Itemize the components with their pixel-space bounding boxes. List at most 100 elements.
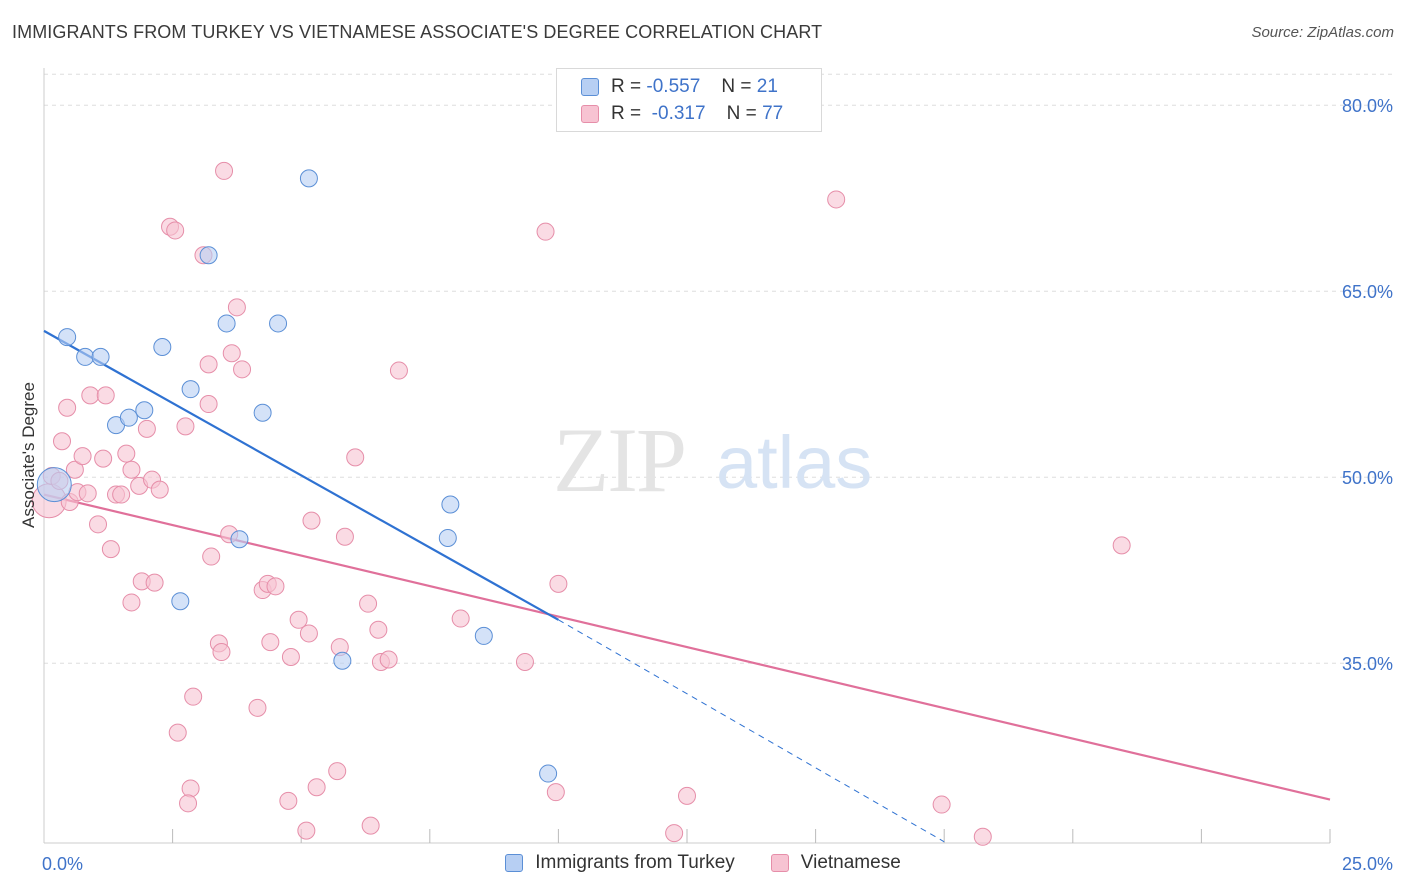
point-vietnamese: [89, 515, 108, 534]
data-points: [31, 161, 1131, 846]
series-swatch-pink: [770, 854, 789, 872]
trendline-vietnamese: [43, 493, 1331, 801]
series-legend-label: Immigrants from Turkey: [535, 852, 735, 873]
point-vietnamese: [379, 650, 398, 669]
watermark-atlas: atlas: [716, 421, 872, 504]
point-vietnamese: [335, 527, 354, 546]
point-vietnamese: [96, 386, 115, 405]
point-turkey: [58, 328, 77, 347]
legend-n-label: N =: [726, 103, 757, 124]
point-turkey: [181, 380, 200, 399]
point-turkey: [474, 626, 493, 645]
point-vietnamese: [279, 791, 298, 810]
point-vietnamese: [122, 593, 141, 612]
point-vietnamese: [297, 821, 316, 840]
x-tick-label-max: 25.0%: [1342, 854, 1393, 874]
point-turkey: [230, 530, 249, 549]
point-vietnamese: [117, 444, 136, 463]
point-vietnamese: [1112, 536, 1131, 555]
point-vietnamese: [122, 460, 141, 479]
point-vietnamese: [202, 547, 221, 566]
y-axis-title: Associate's Degree: [19, 382, 38, 528]
legend-row-turkey: R = -0.557 N = 21: [581, 75, 778, 99]
point-turkey: [253, 403, 272, 422]
point-vietnamese: [827, 190, 846, 209]
point-turkey: [539, 764, 558, 783]
point-vietnamese: [369, 620, 388, 639]
point-vietnamese: [81, 386, 100, 405]
point-vietnamese: [328, 762, 347, 781]
point-vietnamese: [973, 827, 992, 846]
trendlines: [43, 329, 1331, 843]
point-vietnamese: [359, 594, 378, 613]
legend-swatch-blue: [581, 78, 599, 96]
point-vietnamese: [150, 480, 169, 499]
point-vietnamese: [101, 540, 120, 559]
point-vietnamese: [307, 778, 326, 797]
point-vietnamese: [546, 783, 565, 802]
point-turkey: [153, 338, 172, 356]
point-vietnamese: [145, 573, 164, 592]
point-vietnamese: [248, 698, 267, 717]
point-vietnamese: [112, 485, 131, 504]
point-vietnamese: [361, 816, 380, 835]
point-vietnamese: [261, 633, 280, 652]
point-vietnamese: [94, 449, 113, 468]
point-vietnamese: [536, 222, 555, 241]
legend-r-value: -0.557: [646, 76, 701, 97]
y-tick-labels: 35.0% 50.0% 65.0% 80.0%: [1342, 96, 1393, 674]
point-turkey: [299, 169, 318, 188]
point-turkey: [119, 408, 138, 427]
point-vietnamese: [389, 361, 408, 380]
axes: [43, 68, 1330, 844]
x-ticks: [172, 829, 1331, 843]
point-vietnamese: [515, 652, 534, 671]
legend-n-value: 21: [756, 76, 778, 97]
legend-swatch-pink: [581, 105, 599, 123]
point-vietnamese: [179, 794, 198, 813]
x-tick-label-min: 0.0%: [42, 854, 83, 874]
y-tick-label: 50.0%: [1342, 468, 1393, 488]
point-vietnamese: [58, 398, 77, 417]
point-vietnamese: [302, 511, 321, 530]
series-legend-vietnamese[interactable]: Vietnamese: [770, 852, 901, 874]
correlation-legend: R = -0.557 N = 21 R = -0.317 N = 77: [556, 68, 822, 132]
point-turkey: [438, 528, 457, 547]
point-vietnamese: [233, 360, 252, 379]
point-vietnamese: [266, 577, 285, 596]
point-vietnamese: [227, 298, 246, 317]
point-vietnamese: [176, 417, 195, 436]
point-vietnamese: [73, 447, 92, 466]
point-vietnamese: [678, 786, 696, 805]
point-vietnamese: [65, 460, 84, 479]
series-legend-turkey[interactable]: Immigrants from Turkey: [505, 852, 735, 874]
point-vietnamese: [289, 610, 308, 629]
point-vietnamese: [299, 624, 318, 643]
point-vietnamese: [215, 161, 234, 180]
point-vietnamese: [137, 419, 156, 438]
point-vietnamese: [181, 779, 200, 798]
point-turkey: [135, 401, 154, 420]
point-turkey: [333, 651, 352, 670]
point-turkey: [36, 467, 72, 503]
trendline-turkey: [43, 329, 559, 621]
legend-n-value: 77: [762, 103, 784, 124]
source-label: Source: ZipAtlas.com: [1251, 24, 1394, 41]
legend-r-value: -0.317: [651, 103, 706, 124]
point-vietnamese: [346, 448, 365, 467]
point-turkey: [269, 314, 288, 333]
point-vietnamese: [199, 355, 218, 374]
series-swatch-blue: [505, 854, 524, 872]
point-vietnamese: [212, 643, 231, 662]
chart-title: IMMIGRANTS FROM TURKEY VS VIETNAMESE ASS…: [12, 22, 823, 42]
y-tick-label: 80.0%: [1342, 96, 1393, 116]
point-vietnamese: [451, 609, 470, 628]
legend-n-label: N =: [721, 76, 752, 97]
point-vietnamese: [932, 795, 951, 814]
legend-row-vietnamese: R = -0.317 N = 77: [581, 102, 783, 126]
point-vietnamese: [549, 574, 568, 593]
point-vietnamese: [199, 395, 218, 414]
point-turkey: [171, 592, 190, 611]
watermark: ZIP atlas: [553, 409, 872, 511]
